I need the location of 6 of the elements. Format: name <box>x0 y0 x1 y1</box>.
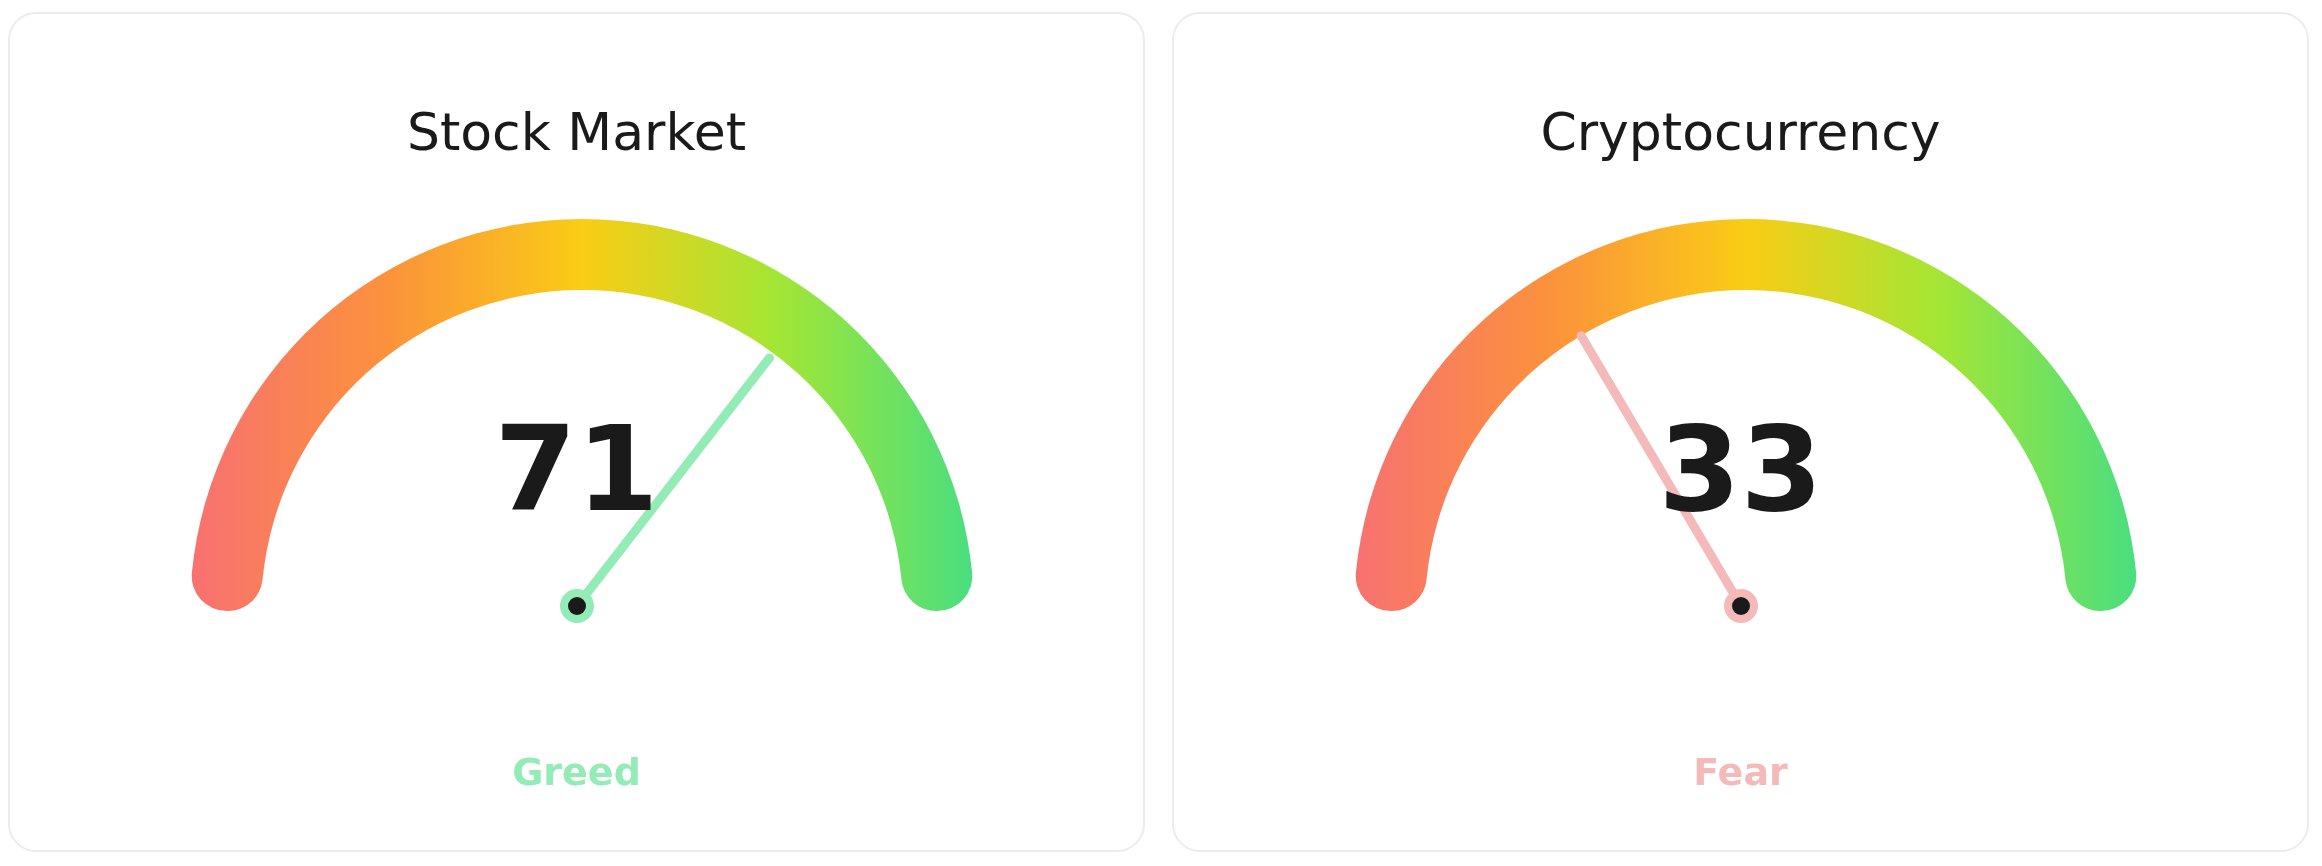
text: Fear <box>1692 749 1789 795</box>
data-label: 71 <box>493 400 660 538</box>
text: Greed <box>511 749 642 795</box>
text: Cryptocurrency <box>1539 102 1942 162</box>
data-label: 33 <box>1657 400 1824 538</box>
text: Stock Market <box>405 102 748 162</box>
